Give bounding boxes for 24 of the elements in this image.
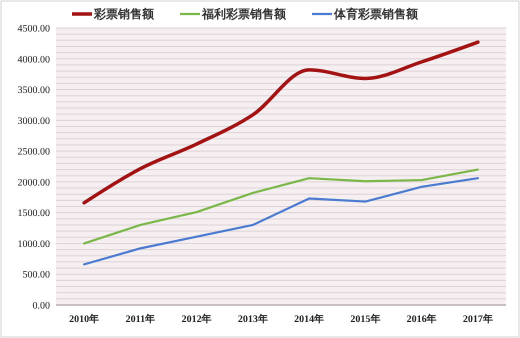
line-series xyxy=(82,40,480,205)
legend-label: 彩票销售额 xyxy=(93,7,155,22)
line-series xyxy=(83,177,479,266)
x-tick-label: 2014年 xyxy=(294,313,324,325)
legend-label: 体育彩票销售额 xyxy=(333,7,419,22)
x-tick-label: 2016年 xyxy=(406,313,437,325)
y-tick-label: 3500.00 xyxy=(18,85,50,96)
y-tick-label: 1500.00 xyxy=(18,208,50,220)
y-tick-label: 3000.00 xyxy=(18,116,50,127)
y-tick-label: 1000.00 xyxy=(18,238,50,250)
x-tick-label: 2010年 xyxy=(69,313,100,325)
x-tick-label: 2011年 xyxy=(126,313,156,325)
y-tick-label: 2000.00 xyxy=(18,177,50,188)
legend-label: 福利彩票销售额 xyxy=(201,7,287,22)
line-series xyxy=(83,168,479,245)
y-tick-label: 0.00 xyxy=(32,300,50,312)
y-tick-label: 500.00 xyxy=(22,270,50,281)
y-tick-label: 4500.00 xyxy=(18,24,50,34)
x-tick-label: 2012年 xyxy=(182,313,212,325)
x-tick-label: 2017年 xyxy=(462,313,493,325)
y-tick-label: 2500.00 xyxy=(18,146,50,158)
x-tick-label: 2013年 xyxy=(238,313,268,325)
x-tick-label: 2015年 xyxy=(350,313,380,325)
y-tick-label: 4000.00 xyxy=(18,54,50,66)
